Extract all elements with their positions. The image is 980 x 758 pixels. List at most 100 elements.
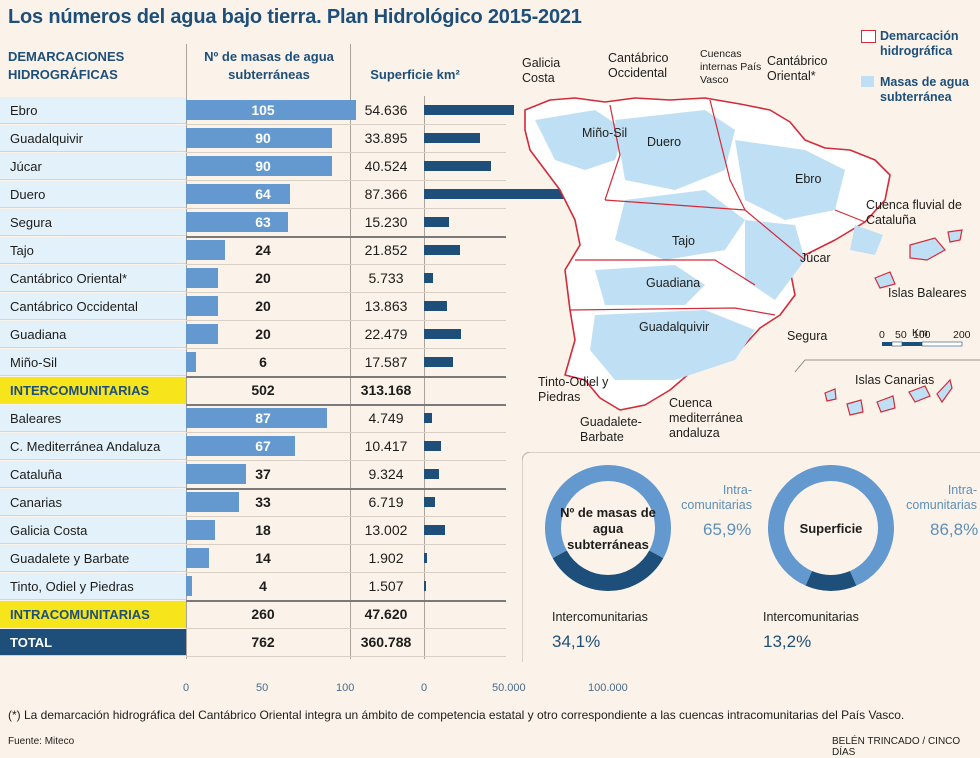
legend-masas: Masas de agua subterránea: [880, 75, 969, 104]
header-demarcaciones: DEMARCACIONES HIDROGRÁFICAS: [8, 49, 125, 82]
row-separator: [186, 264, 506, 265]
donut1-center: Nº de masas de agua subterráneas: [560, 505, 656, 552]
donut-intra-segment: [545, 465, 671, 559]
masas-value: 64: [255, 186, 271, 202]
superficie-value: 1.507: [368, 578, 404, 594]
donut-panel: [522, 452, 980, 662]
row-separator: [186, 236, 506, 238]
masas-bar: [186, 352, 196, 372]
masas-bar: [186, 492, 240, 512]
superficie-bar: [424, 329, 462, 339]
row-label: TOTAL: [0, 629, 186, 656]
sup-tick-50000: 50.000: [492, 682, 526, 694]
superficie-bar: [424, 133, 480, 143]
row-separator: [186, 180, 506, 181]
donut2-intra-pct: 86,8%: [930, 520, 979, 539]
superficie-value: 1.902: [368, 550, 404, 566]
donut-intra-segment: [768, 465, 894, 586]
superficie-bar: [424, 301, 447, 311]
aquifer-ebro: [735, 140, 845, 220]
island-canarias-4: [908, 385, 931, 403]
island-mallorca: [909, 237, 946, 261]
scale-tick-100: 100: [913, 329, 931, 341]
row-label: Segura: [0, 209, 186, 236]
masas-value: 37: [255, 466, 271, 482]
subtotal-masas: 502: [251, 382, 275, 398]
label-segura: Segura: [787, 329, 828, 343]
donut1-inter-pct: 34,1%: [552, 632, 601, 651]
boundary-minosil: [604, 104, 621, 201]
label-mino: Miño-Sil: [582, 126, 628, 140]
row-label: Ebro: [0, 97, 186, 124]
masas-value: 20: [255, 270, 271, 286]
aquifer-guadalquivir: [590, 310, 755, 380]
label-jucar: Júcar: [800, 251, 831, 265]
row-label: C. Mediterránea Andaluza: [0, 433, 186, 460]
label-guadiana: Guadiana: [646, 276, 701, 290]
row-separator: [186, 572, 506, 573]
superficie-bar: [424, 413, 432, 423]
row-separator: [186, 544, 506, 545]
masas-bar: [186, 156, 332, 176]
donut1-inter-label: Intercomunitarias: [552, 610, 648, 624]
row-label: Cantábrico Occidental: [0, 293, 186, 320]
masas-tick-50: 50: [256, 682, 269, 694]
row-label: Tinto, Odiel y Piedras: [0, 573, 186, 600]
boundary-tajo: [604, 199, 806, 261]
canarias-inset-frame: [794, 359, 980, 373]
legend-masas-swatch: [861, 76, 874, 87]
superficie-value: 9.324: [368, 466, 404, 482]
row-separator: [186, 488, 506, 490]
row-label: Miño-Sil: [0, 349, 186, 376]
row-separator: [186, 628, 506, 629]
row-separator: [186, 460, 506, 461]
masas-bar: [186, 184, 290, 204]
island-canarias-2: [846, 399, 864, 416]
masas-value: 90: [255, 158, 271, 174]
row-label: Galicia Costa: [0, 517, 186, 544]
donut-inter-segment: [805, 570, 857, 591]
header-masas: Nº de masas de agua subterráneas: [204, 49, 334, 82]
page-title: Los números del agua bajo tierra. Plan H…: [8, 6, 582, 28]
masas-value: 63: [255, 214, 271, 230]
row-label: Duero: [0, 181, 186, 208]
row-label: Tajo: [0, 237, 186, 264]
masas-bar: [186, 212, 289, 232]
donut-panel-frame: [522, 452, 980, 662]
superficie-value: 13.002: [364, 522, 408, 538]
superficie-value: 17.587: [364, 354, 408, 370]
row-label: Canarias: [0, 489, 186, 516]
header-superficie: Superficie km²: [370, 67, 460, 82]
column-divider: [186, 44, 187, 659]
superficie-bar: [424, 217, 450, 227]
island-menorca: [947, 229, 963, 243]
superficie-value: 21.852: [364, 242, 408, 258]
aquifer-cataluna: [850, 225, 883, 255]
masas-tick-0: 0: [183, 682, 190, 694]
label-baleares: Islas Baleares: [888, 286, 967, 300]
row-separator: [186, 124, 506, 125]
label-galicia: Galicia Costa: [522, 56, 561, 85]
scale-unit: Km: [912, 327, 928, 339]
masas-value: 67: [255, 438, 271, 454]
superficie-value: 6.719: [368, 494, 404, 510]
row-separator: [186, 432, 506, 433]
credit: BELÉN TRINCADO / CINCO DÍAS: [832, 736, 961, 758]
scale-tick-0: 0: [879, 329, 885, 341]
aquifer-jucar: [745, 220, 805, 300]
aquifer-guadiana: [595, 265, 705, 305]
superficie-bar: [424, 273, 434, 283]
row-label: INTERCOMUNITARIAS: [0, 377, 186, 404]
footnote: (*) La demarcación hidrográfica del Cant…: [8, 708, 905, 722]
masas-bar: [186, 240, 225, 260]
masas-bar: [186, 268, 219, 288]
superficie-bar: [424, 469, 440, 479]
masas-value: 18: [255, 522, 271, 538]
row-separator: [186, 516, 506, 517]
masas-bar: [186, 464, 246, 484]
label-ebro: Ebro: [795, 172, 822, 186]
row-separator: [186, 376, 506, 378]
superficie-value: 54.636: [364, 102, 408, 118]
row-label: Cantábrico Oriental*: [0, 265, 186, 292]
aquifer-duero: [615, 110, 735, 190]
